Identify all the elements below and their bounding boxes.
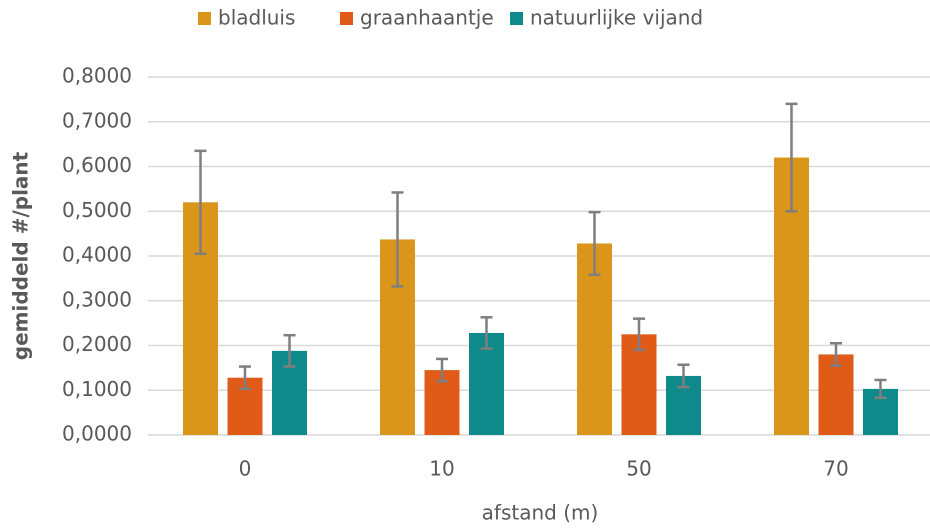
legend-swatch	[198, 12, 211, 25]
error-bar	[480, 316, 493, 350]
legend-label: bladluis	[218, 6, 295, 30]
y-tick-label: 0,7000	[62, 108, 132, 132]
legend-swatch	[340, 12, 353, 25]
y-tick-label: 0,2000	[62, 332, 132, 356]
error-bar	[391, 191, 404, 288]
y-tick-label: 0,4000	[62, 243, 132, 267]
x-tick-label: 50	[626, 457, 651, 481]
x-tick-label: 70	[823, 457, 848, 481]
y-tick-label: 0,8000	[62, 64, 132, 88]
error-bar	[633, 317, 645, 352]
x-tick-label: 10	[429, 457, 454, 481]
x-axis-label: afstand (m)	[482, 501, 599, 525]
legend-label: graanhaantje	[360, 6, 494, 30]
error-bar	[785, 102, 798, 213]
y-tick-label: 0,5000	[62, 198, 132, 222]
legend-swatch	[510, 12, 523, 25]
legend-label: natuurlijke vijand	[530, 6, 703, 30]
error-bar	[436, 357, 448, 383]
error-bar	[283, 333, 296, 368]
bar	[469, 332, 504, 435]
bar	[818, 354, 854, 435]
error-bar	[830, 342, 842, 367]
y-tick-label: 0,6000	[62, 153, 132, 177]
y-axis-label: gemiddeld #/plant	[9, 151, 33, 360]
error-bar	[588, 210, 601, 277]
error-bar	[677, 363, 690, 389]
error-bar	[239, 365, 251, 391]
error-bar	[194, 149, 207, 256]
y-tick-label: 0,1000	[62, 377, 132, 401]
x-tick-label: 0	[239, 457, 252, 481]
error-bar	[874, 378, 887, 400]
y-tick-label: 0,3000	[62, 287, 132, 311]
y-tick-label: 0,0000	[62, 422, 132, 446]
